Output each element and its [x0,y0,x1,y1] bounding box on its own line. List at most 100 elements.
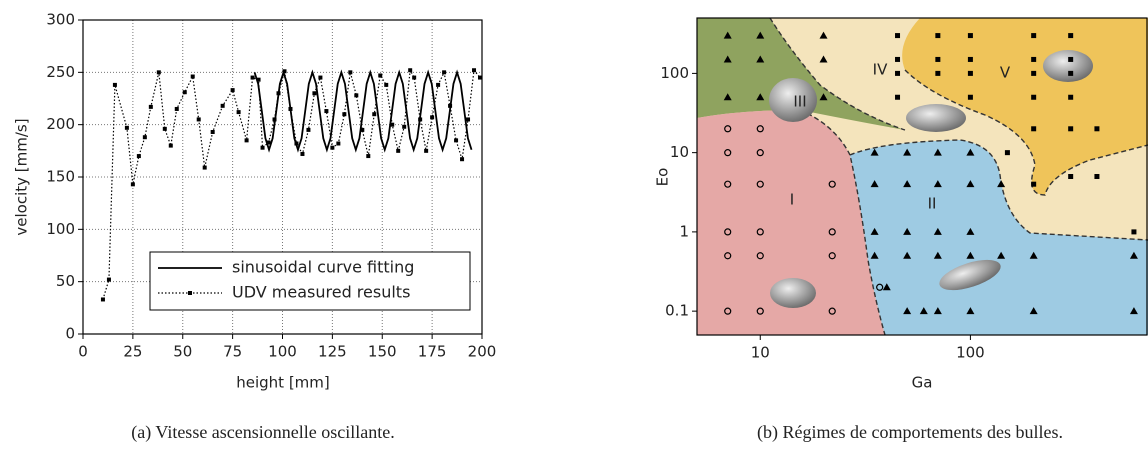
data-point [266,140,271,145]
data-point [966,251,975,259]
x-tick-label: 100 [956,344,985,362]
data-point [1129,251,1138,259]
data-point [288,106,293,111]
data-point [282,69,287,74]
x-tick-label: 50 [173,343,192,361]
x-tick-label: 100 [268,343,297,361]
y-tick-label: 100 [46,220,75,238]
y-tick-label: 300 [46,11,75,29]
data-point [935,56,941,62]
bubble-shape [770,278,816,308]
data-point [106,277,111,282]
y-axis-label: velocity [mm/s] [13,118,31,235]
data-point [895,70,901,76]
data-point [919,307,928,315]
data-point [318,75,323,80]
x-tick-label: 75 [223,343,242,361]
data-point [1031,126,1037,132]
data-point [756,307,764,315]
data-point [244,138,249,143]
region-label: IV [873,61,888,79]
region-i-area [697,110,885,335]
y-tick-label: 250 [46,63,75,81]
y-tick-label: 10 [670,143,689,161]
data-point [430,115,435,120]
data-point [967,56,973,62]
data-point [933,307,942,315]
data-point [330,145,335,150]
legend-box [149,251,471,311]
data-point [756,228,764,236]
data-point [256,77,261,82]
data-point [1031,181,1037,187]
data-point [472,68,477,73]
data-point [819,31,828,39]
caption: (a) Vitesse ascensionnelle oscillante. [131,422,395,443]
data-point [312,91,317,96]
data-point [396,148,401,153]
data-point [100,297,105,302]
y-tick-label: 150 [46,168,75,186]
data-point [828,252,836,260]
data-point [276,91,281,96]
x-axis-label: Ga [912,374,933,392]
data-point [903,251,912,259]
data-point [1031,33,1037,39]
data-point [756,93,765,101]
data-point [236,110,241,115]
data-point [828,307,836,315]
data-point [210,129,215,134]
region-label: II [928,195,937,213]
x-tick-label: 25 [123,343,142,361]
data-point [997,251,1006,259]
data-point [260,145,265,150]
data-point [408,68,413,73]
data-point [967,33,973,39]
data-point [250,75,255,80]
data-point [819,93,828,101]
region-boundary [769,18,1148,335]
data-point [756,31,765,39]
data-point [870,227,879,235]
data-point [903,307,912,315]
data-point [306,127,311,132]
plot-frame [82,19,483,335]
legend-label: UDV measured results [232,283,410,302]
data-point [1029,307,1038,315]
plot-frame [696,17,1148,336]
data-point [723,31,732,39]
x-axis-label: height [mm] [236,374,330,392]
data-point [876,283,884,291]
data-point [819,55,828,63]
y-tick-label: 1 [679,222,689,240]
data-point [903,227,912,235]
data-point [1129,307,1138,315]
x-tick-label: 200 [468,343,497,361]
data-point [448,103,453,108]
data-point [870,180,879,188]
data-point [933,251,942,259]
data-point [756,125,764,133]
bubble-shape [1043,50,1093,82]
data-point [724,180,732,188]
data-point [903,148,912,156]
data-point [966,180,975,188]
data-point [272,117,277,122]
data-point [828,228,836,236]
data-point [348,70,353,75]
data-point [870,148,879,156]
data-point [294,141,299,146]
y-axis-label: Eo [654,168,672,187]
data-point [174,106,179,111]
data-point [967,94,973,100]
y-tick-label: 50 [56,272,75,290]
y-tick-label: 0 [65,325,75,343]
data-point [966,227,975,235]
data-point [966,307,975,315]
region-ii-area [850,140,1148,335]
data-point [882,283,891,291]
data-point [966,148,975,156]
data-point [933,180,942,188]
data-point [442,70,447,75]
